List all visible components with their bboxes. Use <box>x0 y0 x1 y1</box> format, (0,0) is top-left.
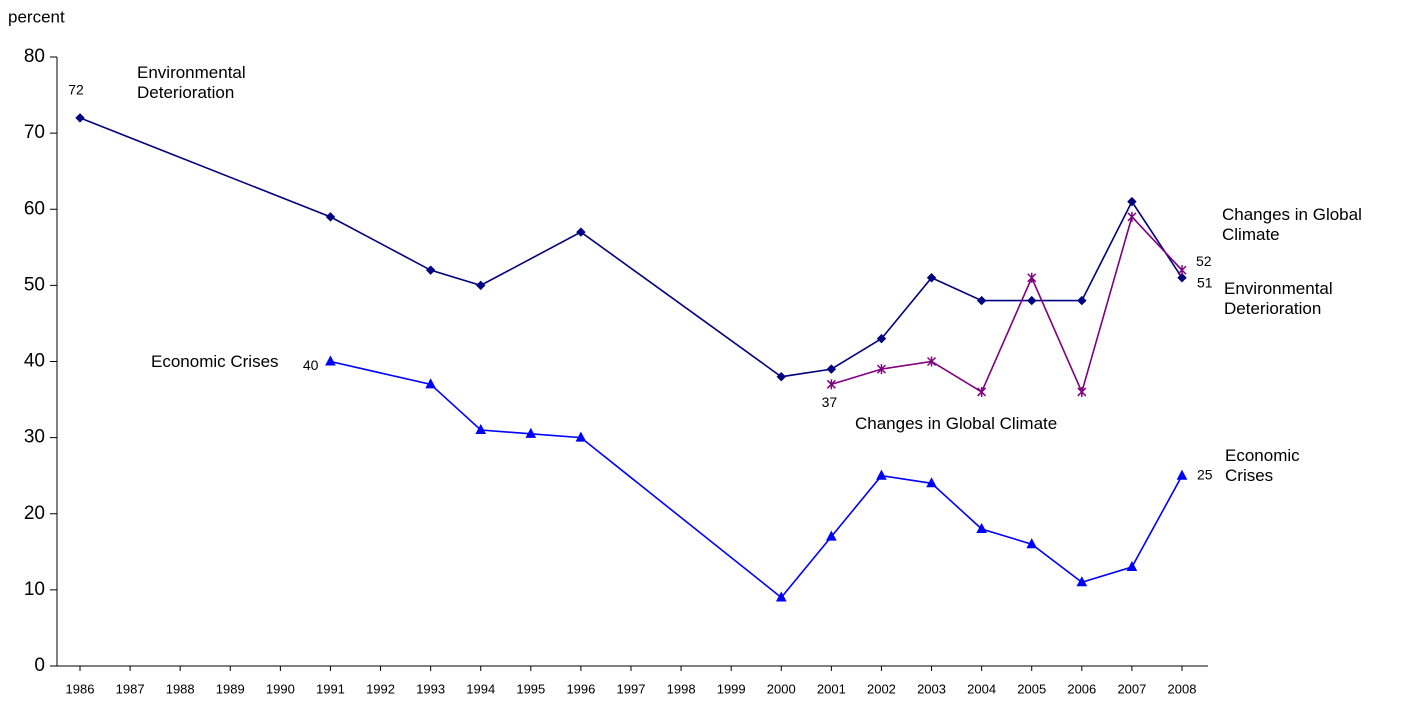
x-tick-label: 2006 <box>1067 681 1096 696</box>
x-tick-label: 1990 <box>266 681 295 696</box>
data-label: 40 <box>303 357 319 373</box>
annotation: Changes in Global Climate <box>855 414 1058 433</box>
point <box>926 477 937 488</box>
annotation: Changes in Global Climate <box>1222 205 1362 244</box>
point <box>1177 273 1187 283</box>
data-label: 52 <box>1196 253 1212 269</box>
y-tick-label: 60 <box>24 198 45 219</box>
point <box>927 356 937 367</box>
y-tick-label: 70 <box>24 122 45 143</box>
point <box>876 364 886 375</box>
point <box>977 386 987 397</box>
point <box>826 530 837 541</box>
point <box>926 273 937 283</box>
x-tick-label: 2005 <box>1017 681 1046 696</box>
x-tick-label: 2008 <box>1168 681 1197 696</box>
annotation: Economic Crises <box>151 352 279 371</box>
point <box>826 379 836 390</box>
point <box>876 333 887 344</box>
x-tick-label: 2003 <box>917 681 946 696</box>
x-tick-label: 2002 <box>867 681 896 696</box>
point <box>1176 469 1188 480</box>
y-tick-label: 20 <box>24 503 45 524</box>
annotation: Economic Crises <box>1225 446 1300 485</box>
point <box>1127 196 1137 207</box>
x-tick-label: 1999 <box>717 681 746 696</box>
point <box>976 522 987 533</box>
x-tick-label: 1997 <box>617 681 646 696</box>
point <box>476 280 486 291</box>
x-tick-label: 1991 <box>316 681 345 696</box>
point <box>876 469 887 480</box>
point <box>475 423 487 435</box>
data-label: 37 <box>822 394 838 410</box>
y-tick-label: 10 <box>24 579 45 600</box>
point <box>525 427 537 438</box>
point <box>1127 211 1137 222</box>
series-line <box>79 117 1183 378</box>
x-tick-label: 1996 <box>566 681 595 696</box>
point <box>826 364 837 374</box>
point <box>575 431 587 442</box>
point <box>576 227 586 237</box>
y-tick-label: 40 <box>24 351 45 372</box>
x-tick-label: 1992 <box>366 681 395 696</box>
point <box>1126 560 1138 572</box>
point <box>776 372 786 382</box>
y-tick-label: 30 <box>24 427 45 448</box>
annotation: Environmental Deterioration <box>1224 279 1333 318</box>
x-tick-label: 1995 <box>516 681 545 696</box>
x-tick-label: 1988 <box>166 681 195 696</box>
x-tick-label: 1989 <box>216 681 245 696</box>
point <box>1027 272 1037 283</box>
point <box>325 212 336 222</box>
x-tick-label: 1998 <box>667 681 696 696</box>
point <box>1027 295 1037 306</box>
point <box>1076 576 1088 587</box>
x-tick-label: 2007 <box>1117 681 1146 696</box>
series-line <box>831 215 1183 395</box>
x-tick-label: 1994 <box>466 681 495 696</box>
point <box>1177 265 1187 276</box>
point <box>325 355 336 366</box>
point <box>775 591 787 602</box>
data-label: 51 <box>1197 274 1213 290</box>
annotation: Environmental Deterioration <box>137 63 246 102</box>
point <box>1077 295 1087 306</box>
data-label: 25 <box>1197 466 1213 482</box>
x-tick-label: 1987 <box>116 681 145 696</box>
x-tick-label: 1993 <box>416 681 445 696</box>
y-axis-label: percent <box>8 7 65 26</box>
y-tick-label: 50 <box>24 274 45 295</box>
point <box>75 113 85 123</box>
point <box>976 295 987 306</box>
point <box>425 265 436 275</box>
x-tick-label: 2001 <box>817 681 846 696</box>
data-label: 72 <box>68 82 84 98</box>
x-tick-label: 1986 <box>66 681 95 696</box>
x-tick-label: 2000 <box>767 681 796 696</box>
point <box>425 378 436 389</box>
series-line <box>330 360 1183 599</box>
x-tick-label: 2004 <box>967 681 996 696</box>
y-tick-label: 80 <box>24 46 45 67</box>
point <box>1026 538 1038 549</box>
point <box>1077 386 1087 397</box>
y-tick-label: 0 <box>34 655 45 676</box>
